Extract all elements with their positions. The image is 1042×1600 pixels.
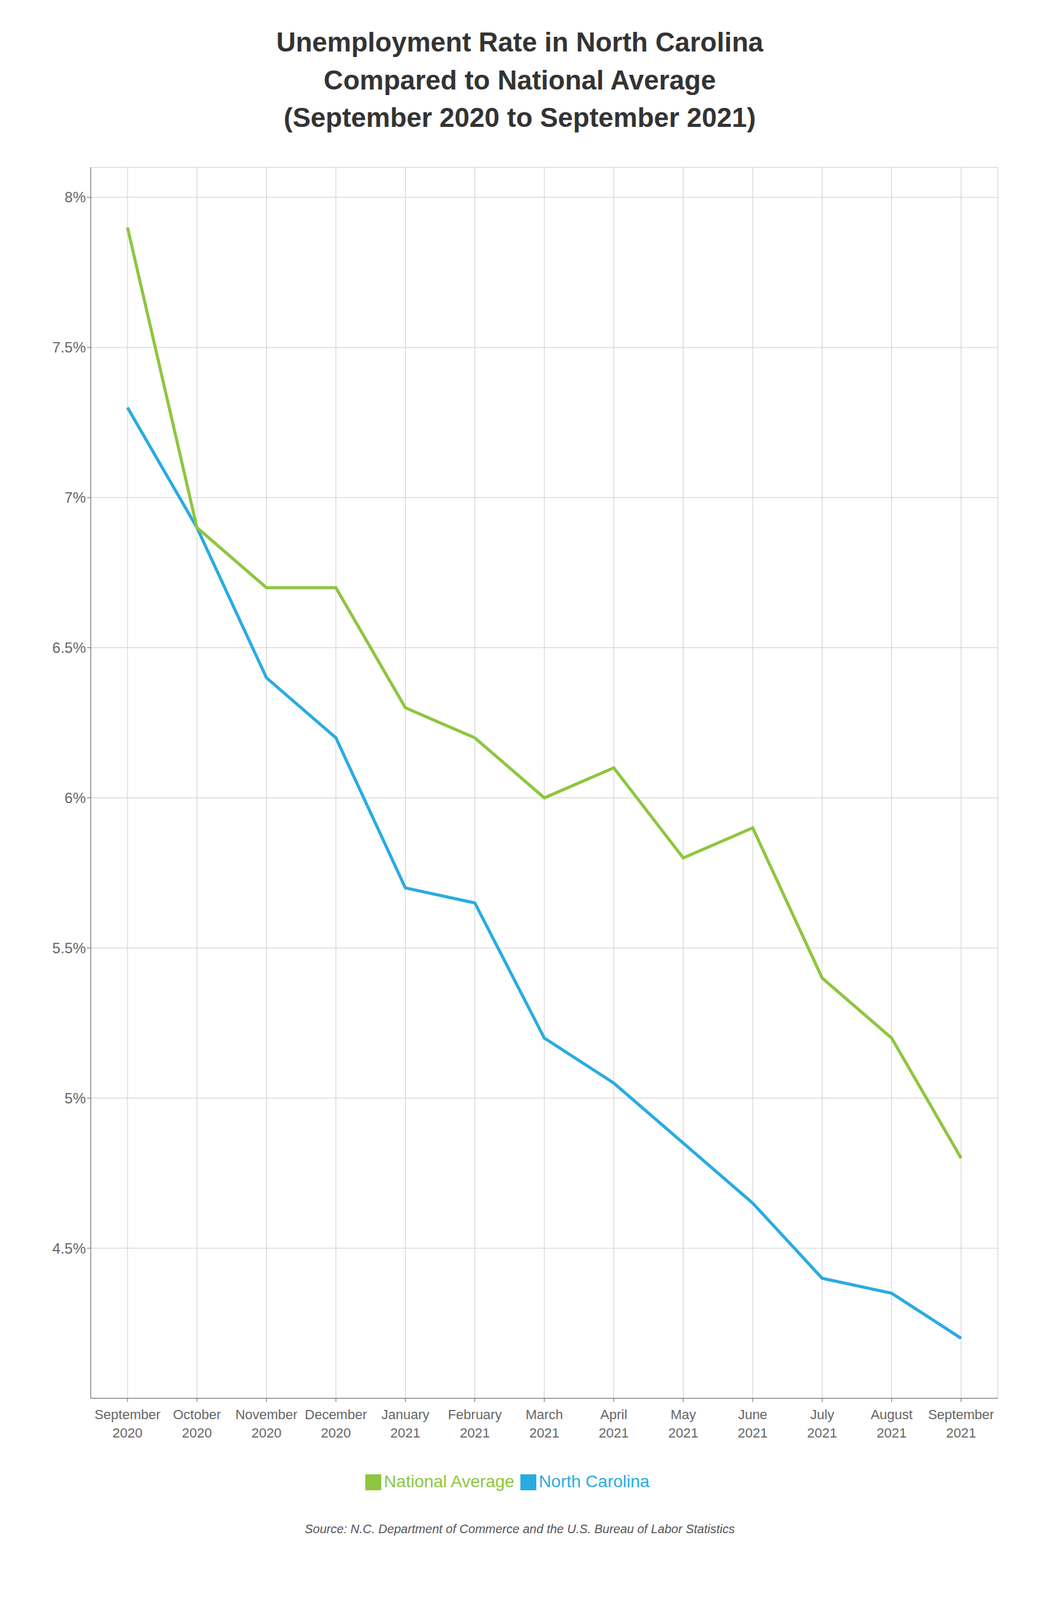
svg-text:4.5%: 4.5% <box>52 1239 86 1256</box>
svg-text:November2020: November2020 <box>235 1406 298 1441</box>
html-text:Source: N.C. Department of Com: Source: N.C. Department of Commerce and … <box>304 1521 735 1536</box>
svg-text:5.5%: 5.5% <box>52 939 86 957</box>
svg-text:5%: 5% <box>64 1089 86 1107</box>
svg-text:May2021: May2021 <box>668 1406 699 1441</box>
svg-text:7%: 7% <box>64 489 86 506</box>
svg-text:6.5%: 6.5% <box>52 639 86 656</box>
html-text:National Average: National Average <box>383 1471 515 1491</box>
svg-text:6%: 6% <box>64 789 86 807</box>
svg-text:7.5%: 7.5% <box>52 338 86 356</box>
svg-text:June2021: June2021 <box>737 1406 769 1441</box>
svg-text:July2021: July2021 <box>807 1406 838 1441</box>
svg-text:September2021: September2021 <box>927 1406 995 1441</box>
html-text:North Carolina: North Carolina <box>538 1471 650 1491</box>
svg-text:August2021: August2021 <box>870 1406 913 1441</box>
svg-text:8%: 8% <box>64 188 86 206</box>
svg-text:December2020: December2020 <box>304 1406 367 1441</box>
html-text:Unemployment Rate in North Car: Unemployment Rate in North Carolina <box>276 26 764 58</box>
svg-text:March2021: March2021 <box>525 1406 563 1441</box>
svg-text:September2020: September2020 <box>94 1406 161 1441</box>
svg-text:October2020: October2020 <box>172 1406 221 1441</box>
html-text:Compared to National Average: Compared to National Average <box>323 64 716 95</box>
svg-text:April2021: April2021 <box>598 1406 629 1441</box>
html-text:(September 2020 to September 2: (September 2020 to September 2021) <box>283 102 756 133</box>
svg-text:February2021: February2021 <box>448 1406 502 1441</box>
svg-text:January2021: January2021 <box>381 1406 430 1441</box>
